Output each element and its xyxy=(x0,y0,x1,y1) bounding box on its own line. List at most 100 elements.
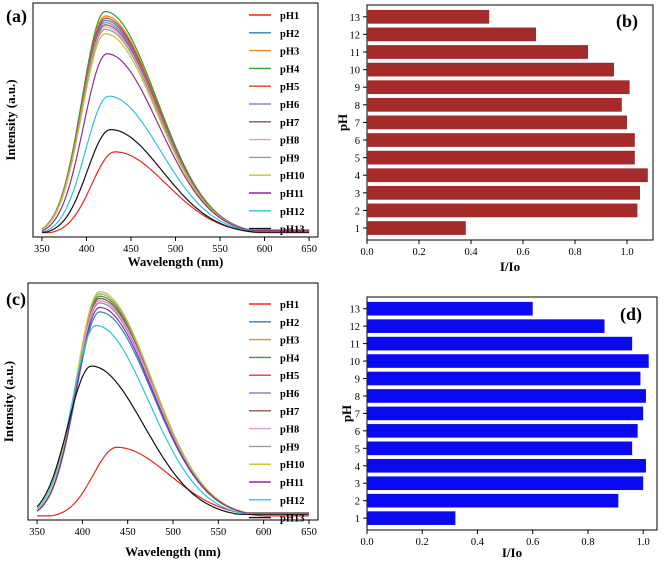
y-tick-label: 9 xyxy=(355,83,360,94)
bar-ph9 xyxy=(367,80,630,95)
x-tick-label: 650 xyxy=(301,527,317,538)
legend-label-ph6: pH6 xyxy=(280,100,299,111)
x-tick-label: 350 xyxy=(29,527,45,538)
series-line-ph7 xyxy=(41,24,310,231)
series-line-ph9 xyxy=(41,28,310,231)
x-tick-label: 600 xyxy=(256,527,272,538)
x-tick-label: 0.0 xyxy=(360,537,373,548)
bar-ph3 xyxy=(367,185,640,200)
x-tick-label: 450 xyxy=(123,244,139,255)
x-tick-label: 350 xyxy=(34,244,50,255)
x-tick-label: 600 xyxy=(257,244,273,255)
x-tick-label: 0.6 xyxy=(526,537,539,548)
legend-label-ph3: pH3 xyxy=(280,47,299,58)
y-tick-label: 8 xyxy=(355,101,360,112)
legend-label-ph9: pH9 xyxy=(280,442,299,453)
x-tick-label: 650 xyxy=(301,244,317,255)
panel-label: (b) xyxy=(616,11,638,32)
bar-ph13 xyxy=(367,301,533,316)
y-tick-label: 2 xyxy=(355,206,360,217)
y-tick-label: 11 xyxy=(350,48,360,59)
bar-ph8 xyxy=(367,97,622,112)
legend-label-ph1: pH1 xyxy=(280,300,299,311)
y-tick-label: 6 xyxy=(355,136,360,147)
bar-ph7 xyxy=(367,406,644,421)
legend-label-ph2: pH2 xyxy=(280,29,299,40)
series-line-ph10 xyxy=(36,290,309,514)
y-tick-label: 5 xyxy=(355,444,360,455)
y-axis-title: Intensity (a.u.) xyxy=(1,361,16,442)
bar-ph4 xyxy=(367,168,648,183)
y-tick-label: 1 xyxy=(355,514,360,525)
legend-label-ph3: pH3 xyxy=(280,336,299,347)
bar-ph9 xyxy=(367,371,641,386)
x-tick-label: 400 xyxy=(75,527,91,538)
y-tick-label: 8 xyxy=(355,392,360,403)
series-line-ph8 xyxy=(36,299,309,514)
y-tick-label: 10 xyxy=(350,357,361,368)
series-line-ph2 xyxy=(41,19,310,231)
plot-frame xyxy=(32,2,319,238)
legend-label-ph13: pH13 xyxy=(280,514,305,525)
y-tick-label: 10 xyxy=(350,66,361,77)
bar-ph12 xyxy=(367,319,605,333)
bar-ph10 xyxy=(367,354,649,368)
series-line-ph5 xyxy=(36,299,309,514)
series-line-ph12 xyxy=(36,324,309,515)
legend-label-ph11: pH11 xyxy=(280,478,304,489)
x-tick-label: 550 xyxy=(212,244,228,255)
x-tick-label: 400 xyxy=(79,244,95,255)
y-axis-title: Intensity (a.u.) xyxy=(3,79,18,160)
panel-label: (d) xyxy=(620,304,642,325)
x-tick-label: 550 xyxy=(210,527,226,538)
series-line-ph6 xyxy=(41,21,310,231)
series-line-ph4 xyxy=(41,10,310,231)
panel-c: 350 400 450 500 550 600 650 Wavelength (nm) Inte… xyxy=(1,282,319,559)
bar-ph2 xyxy=(367,203,638,218)
legend-label-ph4: pH4 xyxy=(280,64,300,75)
series-line-ph1 xyxy=(37,446,309,517)
bar-ph10 xyxy=(367,62,614,77)
x-tick-label: 0.2 xyxy=(412,247,425,258)
y-tick-label: 13 xyxy=(350,305,361,316)
y-tick-label: 5 xyxy=(355,154,360,165)
panel-label: (c) xyxy=(6,289,26,310)
series-line-ph3 xyxy=(41,15,310,231)
bar-ph7 xyxy=(367,115,627,130)
y-tick-label: 9 xyxy=(355,375,360,386)
x-tick-label: 0.8 xyxy=(581,537,594,548)
legend-label-ph6: pH6 xyxy=(280,389,299,400)
legend-label-ph11: pH11 xyxy=(280,189,304,200)
x-tick-label: 0.8 xyxy=(568,247,581,258)
legend-label-ph7: pH7 xyxy=(280,407,299,418)
x-tick-label: 0.6 xyxy=(516,247,529,258)
bar-ph1 xyxy=(367,221,466,235)
bar-ph6 xyxy=(367,424,638,438)
bar-ph11 xyxy=(367,336,633,351)
series-line-ph13 xyxy=(41,128,310,233)
x-tick-label: 500 xyxy=(165,527,181,538)
x-tick-label: 0.0 xyxy=(360,247,373,258)
x-axis-title: Wavelength (nm) xyxy=(125,544,221,559)
bar-ph2 xyxy=(367,493,619,508)
legend-label-ph2: pH2 xyxy=(280,318,299,329)
series-line-ph8 xyxy=(41,26,310,231)
x-tick-label: 450 xyxy=(120,527,136,538)
bar-ph5 xyxy=(367,150,635,165)
bar-ph4 xyxy=(367,458,646,473)
legend-label-ph13: pH13 xyxy=(280,225,305,236)
y-tick-label: 4 xyxy=(355,462,361,473)
legend-label-ph1: pH1 xyxy=(280,11,299,22)
legend-label-ph4: pH4 xyxy=(280,353,300,364)
y-tick-label: 11 xyxy=(350,340,360,351)
panel-a: 350 400 450 500 550 600 650 Wavelength (nm) Inte… xyxy=(3,2,319,269)
y-tick-label: 3 xyxy=(355,479,360,490)
series-line-ph9 xyxy=(36,293,309,514)
y-tick-label: 3 xyxy=(355,189,360,200)
bar-ph6 xyxy=(367,133,635,147)
y-tick-label: 4 xyxy=(355,171,361,182)
panel-d: 0.0 0.2 0.4 0.6 0.8 1.012345678910111213I/Iop… xyxy=(339,296,658,560)
y-tick-label: 7 xyxy=(355,409,360,420)
bar-ph3 xyxy=(367,476,644,491)
